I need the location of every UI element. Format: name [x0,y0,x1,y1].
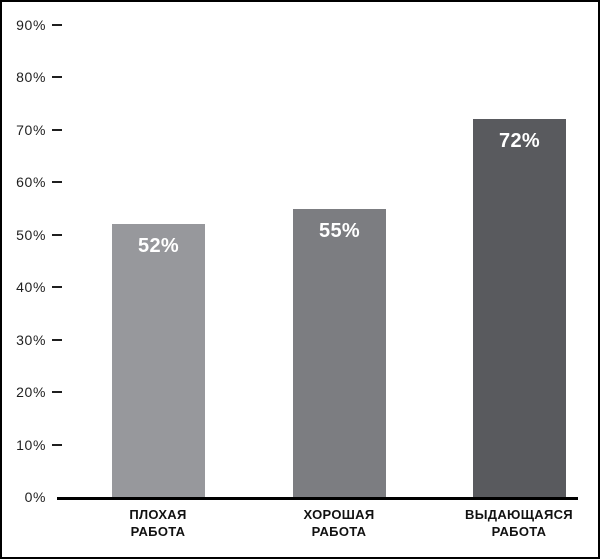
x-axis-line [57,497,578,500]
y-tick-mark [52,338,62,341]
y-tick-mark [52,233,62,236]
category-label-line: ПЛОХАЯ [129,507,187,522]
category-label-line: ХОРОШАЯ [303,507,375,522]
y-tick-mark [52,443,62,446]
y-tick-label: 40% [16,279,46,296]
bar-value-label: 52% [138,235,179,258]
category-label: ХОРОШАЯ РАБОТА [254,506,424,540]
bar-1: 52% [112,224,205,497]
y-tick-label: 90% [16,17,46,33]
category-label-line: ВЫДАЮЩАЯСЯ [465,507,573,522]
y-tick-label: 30% [16,331,46,348]
y-tick-label: 70% [16,121,46,138]
category-label-line: РАБОТА [311,524,367,539]
y-tick-label: 60% [16,174,46,191]
y-tick-label: 0% [24,489,46,505]
category-label-line: РАБОТА [130,524,186,539]
y-tick-label: 80% [16,69,46,86]
bar-value-label: 72% [499,130,540,153]
y-tick-mark [52,286,62,289]
y-tick-label: 50% [16,226,46,243]
category-label: ВЫДАЮЩАЯСЯ РАБОТА [434,506,598,540]
bar-2: 55% [293,208,386,497]
bar-value-label: 55% [319,219,360,242]
y-tick-label: 10% [16,436,46,453]
y-tick-label: 20% [16,384,46,401]
y-tick-mark [52,24,62,26]
bar-3: 72% [473,119,566,497]
y-tick-mark [52,391,62,394]
y-tick-mark [52,76,62,79]
y-tick-mark [52,128,62,131]
category-label-line: РАБОТА [491,524,547,539]
category-label: ПЛОХАЯ РАБОТА [73,506,243,540]
y-tick-mark [52,181,62,184]
